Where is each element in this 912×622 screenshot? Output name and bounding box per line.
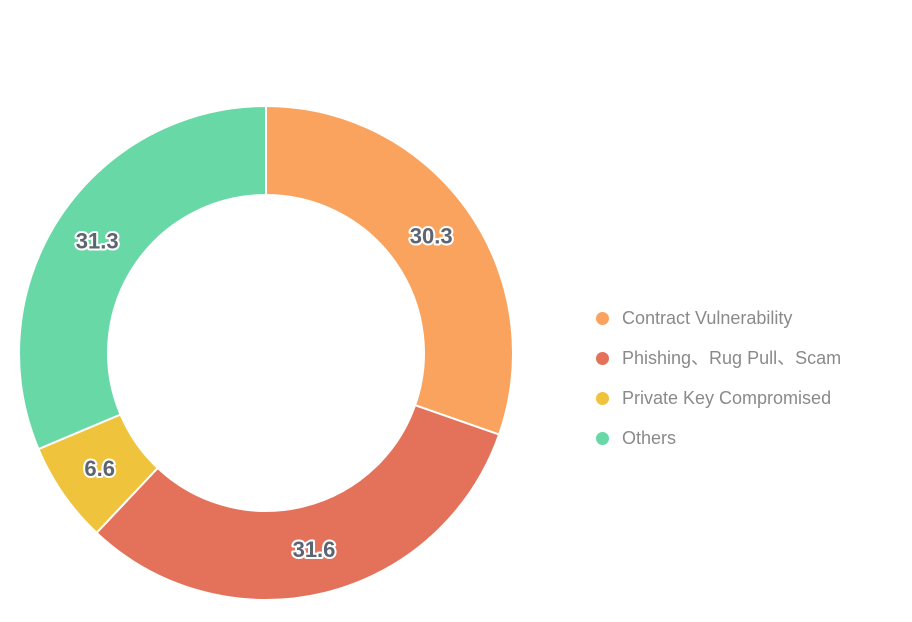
legend-swatch-icon — [596, 311, 609, 325]
legend-swatch-icon — [596, 391, 609, 405]
pie-slice-0[interactable] — [265, 105, 514, 436]
legend-item-others[interactable]: Others — [596, 418, 841, 458]
legend-swatch-icon — [596, 351, 609, 365]
legend-swatch-icon — [596, 431, 609, 445]
legend-item-phishing-rugpull-scam[interactable]: Phishing、Rug Pull、Scam — [596, 338, 841, 378]
pie-slice-3[interactable] — [18, 105, 267, 451]
legend-item-contract-vulnerability[interactable]: Contract Vulnerability — [596, 298, 841, 338]
chart-legend: Contract Vulnerability Phishing、Rug Pull… — [596, 298, 841, 458]
legend-item-private-key-compromised[interactable]: Private Key Compromised — [596, 378, 841, 418]
legend-label: Phishing、Rug Pull、Scam — [622, 348, 842, 368]
legend-label: Contract Vulnerability — [622, 308, 793, 328]
legend-label: Private Key Compromised — [622, 388, 832, 408]
pie-slice-1[interactable] — [95, 404, 501, 601]
legend-label: Others — [622, 428, 677, 448]
